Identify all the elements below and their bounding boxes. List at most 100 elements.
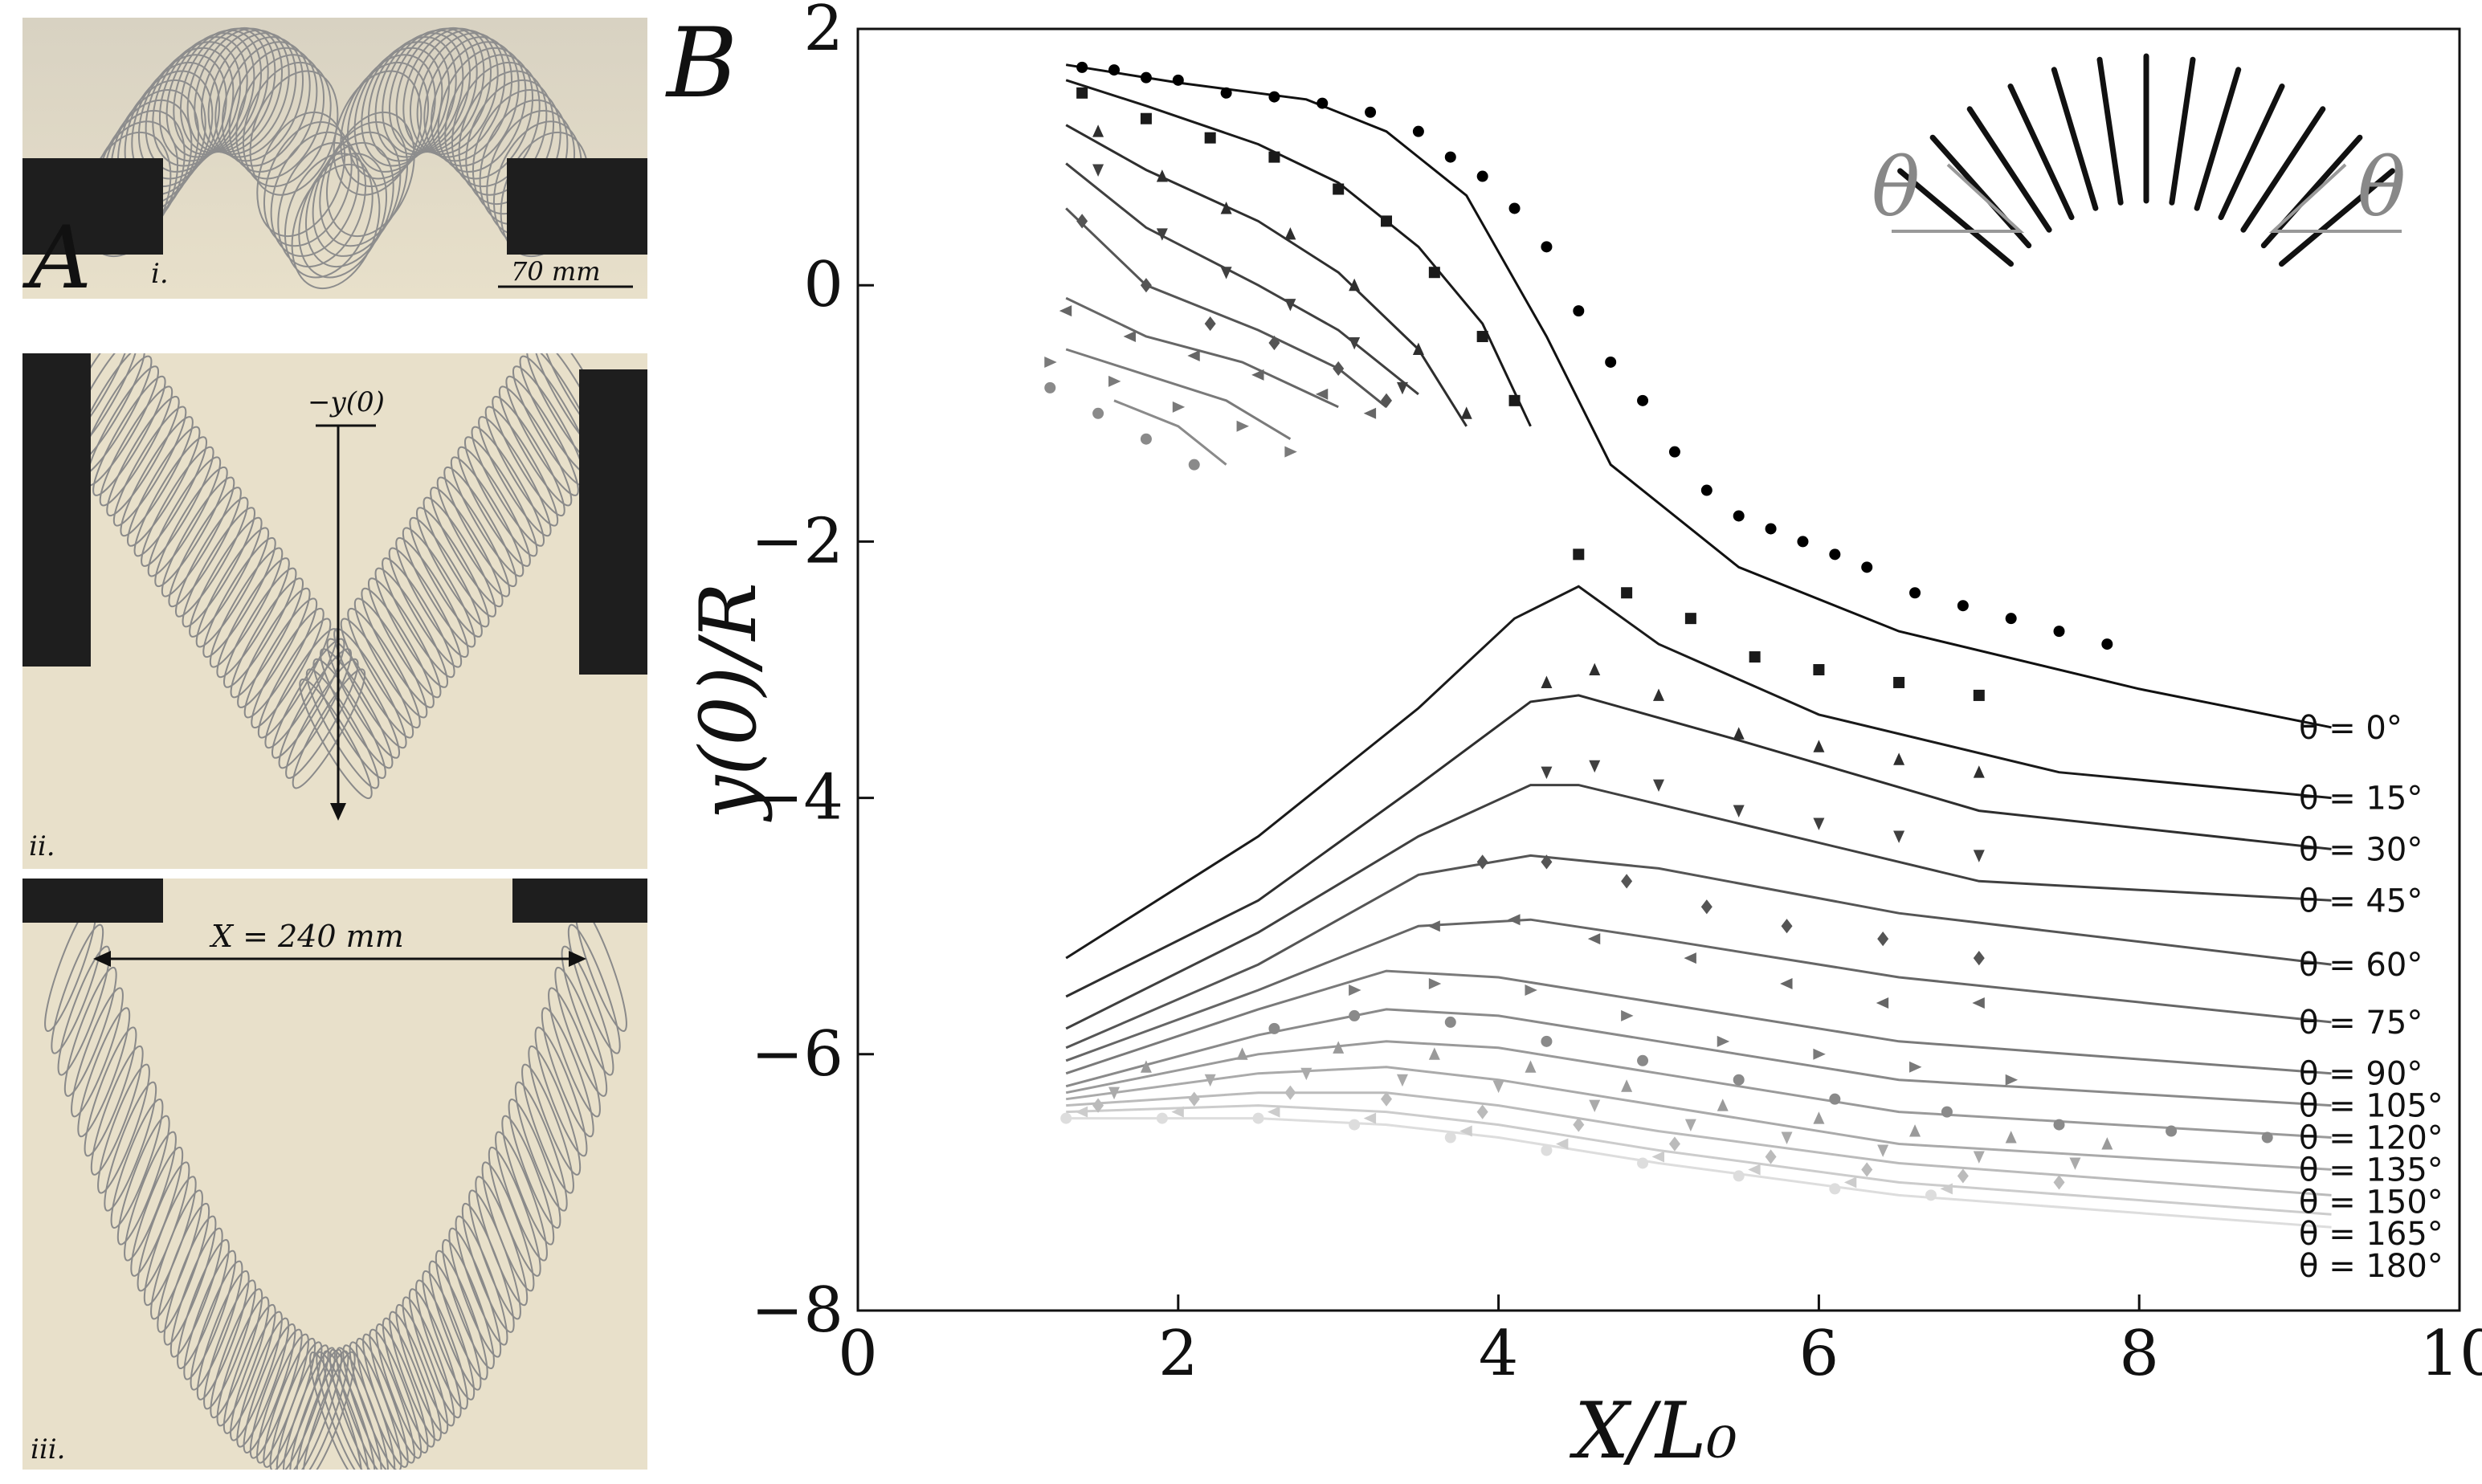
coil-loop xyxy=(382,29,471,155)
data-point xyxy=(1381,215,1393,227)
coil-loop xyxy=(488,1146,541,1277)
coil-loop xyxy=(326,638,400,759)
photo-i-tag: i. xyxy=(151,258,169,290)
data-point xyxy=(1172,401,1186,413)
data-point xyxy=(1621,587,1633,599)
coil-loop xyxy=(498,385,573,507)
data-point xyxy=(1813,817,1825,830)
data-point xyxy=(2069,1157,2081,1170)
data-point xyxy=(1781,919,1793,934)
coil-loop xyxy=(243,1323,296,1454)
data-point xyxy=(1637,1157,1649,1169)
data-point xyxy=(1412,125,1424,137)
slinky-coil xyxy=(44,901,627,1470)
model-curve xyxy=(1065,124,1468,427)
data-point xyxy=(1349,337,1361,350)
fan-line xyxy=(1966,106,2052,233)
data-point xyxy=(1284,299,1296,312)
coil-loop xyxy=(183,1250,237,1380)
photo-iii-tag: iii. xyxy=(31,1433,65,1466)
data-point xyxy=(1156,1112,1168,1124)
data-point xyxy=(1765,523,1777,535)
coil-loop xyxy=(104,1081,157,1212)
fan-line xyxy=(2051,67,2099,211)
coil-loop xyxy=(285,658,359,779)
data-point xyxy=(1363,1112,1377,1124)
data-point xyxy=(2101,638,2113,650)
coil-loop xyxy=(320,648,394,769)
data-point xyxy=(1268,335,1280,351)
fan-line xyxy=(2240,106,2326,233)
theta-label: θ = 15° xyxy=(2299,781,2423,817)
coil-loop xyxy=(505,375,579,496)
data-point xyxy=(1284,446,1297,458)
coil-loop xyxy=(161,476,235,597)
coil-loop xyxy=(222,1303,276,1434)
coil-loop xyxy=(316,1351,369,1470)
data-point xyxy=(1797,536,1809,548)
data-point xyxy=(1941,1106,1953,1118)
coil-loop xyxy=(521,1063,574,1194)
coil-loop xyxy=(304,141,394,268)
panel-a-label: A xyxy=(22,208,92,299)
x-tick-label: 4 xyxy=(1479,1318,1519,1390)
data-point xyxy=(1541,1035,1553,1047)
data-point xyxy=(1653,779,1664,793)
data-point xyxy=(1541,1144,1553,1156)
coil-loop xyxy=(353,47,443,173)
data-point xyxy=(1733,1074,1745,1086)
data-point xyxy=(1973,689,1985,701)
data-point xyxy=(1476,331,1488,343)
coil-loop xyxy=(369,1328,423,1459)
theta-label: θ = 120° xyxy=(2299,1120,2443,1157)
y-tick-label: −8 xyxy=(751,1274,843,1347)
data-point xyxy=(1893,830,1905,843)
data-point xyxy=(1284,1085,1296,1100)
data-point xyxy=(1428,1047,1440,1060)
coil-loop xyxy=(436,476,511,597)
coil-loop xyxy=(299,678,373,800)
data-point xyxy=(1092,124,1104,137)
data-point xyxy=(1700,899,1712,915)
scale-bar-label: 70 mm xyxy=(511,256,601,287)
data-point xyxy=(1220,87,1232,99)
coil-loop xyxy=(51,923,104,1054)
data-point xyxy=(1140,112,1152,124)
theta-label: θ = 90° xyxy=(2299,1056,2423,1093)
data-point xyxy=(1396,1074,1408,1087)
data-point xyxy=(1829,1183,1841,1195)
coil-loop xyxy=(389,1311,442,1441)
data-point xyxy=(1476,1104,1488,1119)
clamp-left xyxy=(22,158,163,255)
coil-loop xyxy=(243,597,318,719)
plot-frame xyxy=(856,27,2461,1312)
model-curve xyxy=(1065,162,1419,396)
fan-line xyxy=(1929,134,2032,249)
data-point xyxy=(1333,183,1345,195)
data-point xyxy=(1972,997,1985,1009)
data-point xyxy=(1861,1162,1873,1177)
theta-labels: θ = 0° θ = 15° θ = 30° θ = 45° θ = 60° θ = 75… xyxy=(2299,710,2443,1285)
data-point xyxy=(1508,394,1521,406)
data-point xyxy=(1637,394,1649,406)
y-tick-label: −6 xyxy=(751,1018,843,1091)
data-point xyxy=(1909,1061,1922,1073)
coil-loop xyxy=(110,1098,164,1229)
model-curve xyxy=(1065,854,2332,1050)
data-point xyxy=(1668,446,1680,458)
data-point xyxy=(1363,407,1377,419)
photo-iii-drawing: X = 240 mm iii. xyxy=(22,879,647,1470)
theta-label: θ = 150° xyxy=(2299,1184,2443,1221)
data-point xyxy=(1893,752,1905,765)
data-point xyxy=(1171,1106,1184,1118)
model-curve xyxy=(1066,1104,2332,1216)
data-point xyxy=(1220,267,1232,279)
coil-loop xyxy=(112,406,187,527)
coil-loop xyxy=(361,41,451,167)
model-curve xyxy=(1065,969,2332,1075)
coil-loop xyxy=(99,385,173,507)
coil-loop xyxy=(141,446,214,567)
x-distance-label: X = 240 mm xyxy=(209,919,404,954)
coil-loop xyxy=(277,141,367,268)
data-point xyxy=(1541,241,1553,253)
